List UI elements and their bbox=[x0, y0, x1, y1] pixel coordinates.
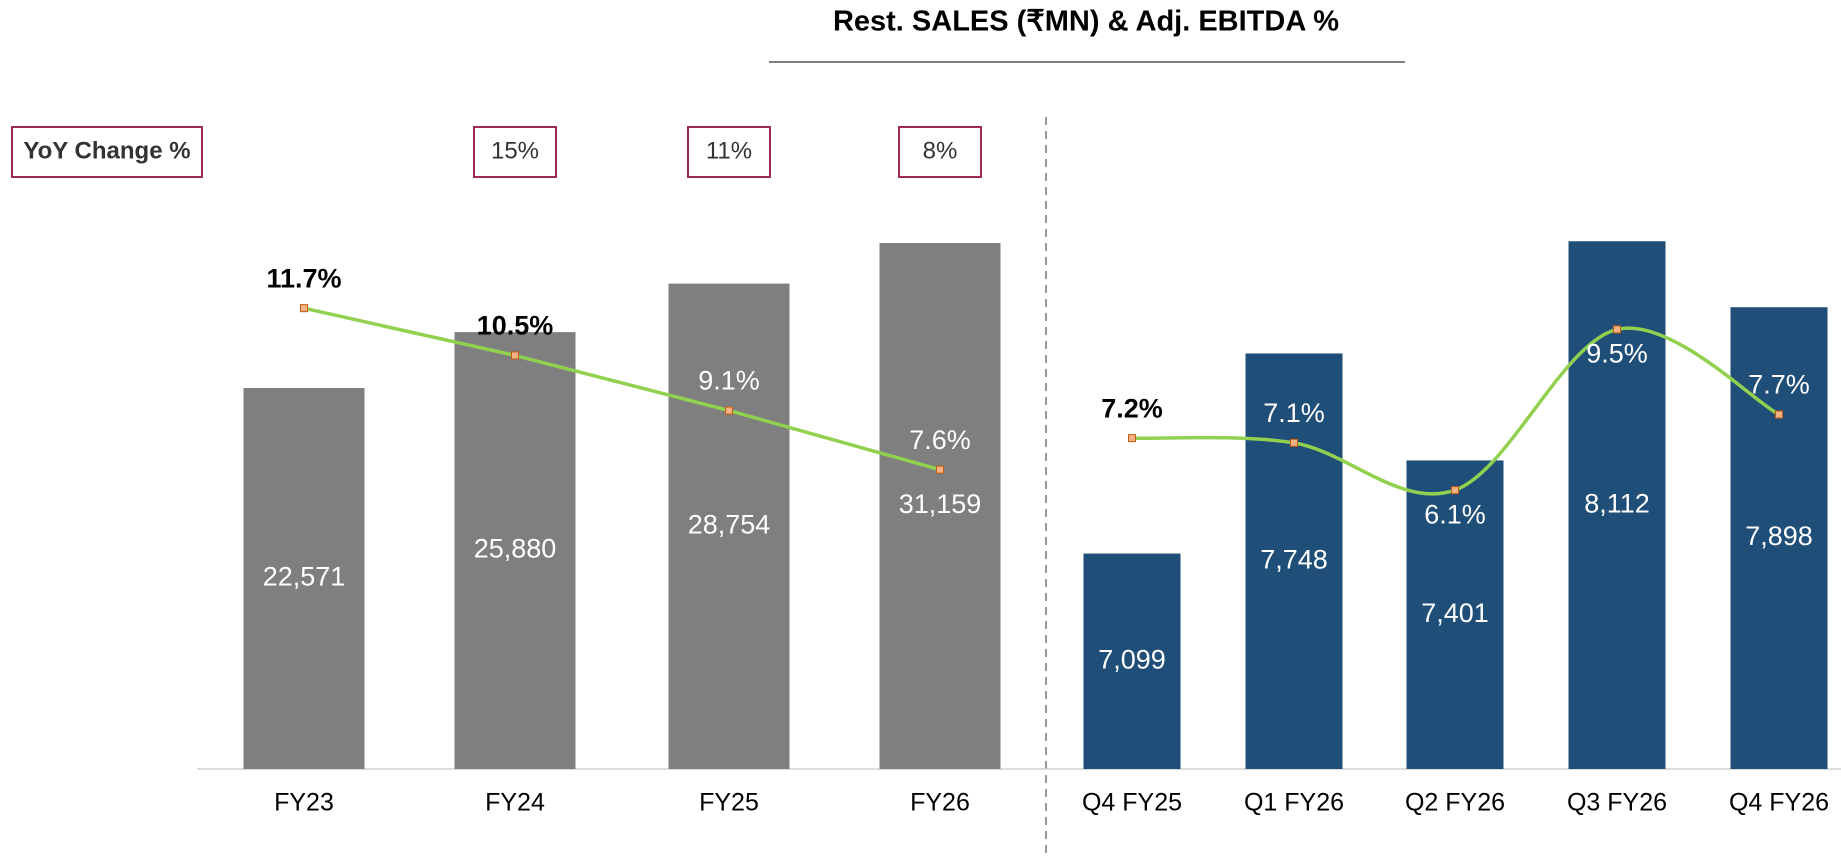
bar-value-label: 25,880 bbox=[474, 534, 557, 564]
yoy-label-box bbox=[11, 126, 203, 178]
bar-value-label: 7,748 bbox=[1260, 544, 1328, 574]
line-value-label: 9.1% bbox=[698, 366, 760, 396]
line-point bbox=[936, 465, 944, 474]
line-point bbox=[1775, 410, 1783, 419]
line-point bbox=[511, 351, 519, 360]
bar bbox=[243, 387, 365, 769]
yoy-box bbox=[687, 126, 771, 178]
line-point bbox=[1290, 438, 1298, 447]
bar bbox=[879, 243, 1001, 769]
yoy-box bbox=[898, 126, 982, 178]
bar-value-label: 7,898 bbox=[1745, 521, 1813, 551]
chart-title: Rest. SALES (₹MN) & Adj. EBITDA % bbox=[833, 6, 1339, 38]
line bbox=[1131, 326, 1780, 496]
yoy-value: 15% bbox=[491, 137, 539, 164]
line-point bbox=[1128, 434, 1136, 443]
line-value-label: 7.2% bbox=[1101, 393, 1163, 423]
line-point bbox=[725, 406, 733, 415]
bar bbox=[1406, 460, 1504, 769]
x-tick-label: FY24 bbox=[485, 789, 545, 817]
x-tick-label: Q4 FY26 bbox=[1729, 789, 1829, 817]
bar-value-label: 28,754 bbox=[688, 509, 771, 539]
bar-value-label: 8,112 bbox=[1584, 488, 1650, 518]
x-tick-label: Q4 FY25 bbox=[1082, 789, 1182, 817]
yoy-value: 11% bbox=[706, 137, 752, 164]
yoy-label: YoY Change % bbox=[23, 137, 190, 164]
line-value-label: 6.1% bbox=[1424, 499, 1486, 529]
x-tick-label: Q3 FY26 bbox=[1567, 789, 1667, 817]
line bbox=[303, 306, 941, 472]
x-tick-label: FY25 bbox=[699, 789, 759, 817]
bar bbox=[1245, 353, 1343, 769]
bar bbox=[454, 332, 576, 769]
line-point bbox=[1613, 325, 1621, 334]
x-tick-label: Q1 FY26 bbox=[1244, 789, 1344, 817]
yoy-box bbox=[473, 126, 557, 178]
bar-value-label: 31,159 bbox=[899, 489, 982, 519]
bar bbox=[1730, 307, 1828, 769]
line-point bbox=[300, 304, 308, 313]
line-value-label: 11.7% bbox=[266, 263, 341, 293]
bar-value-label: 7,401 bbox=[1421, 598, 1489, 628]
line-value-label: 9.5% bbox=[1586, 339, 1648, 369]
line-point bbox=[1451, 486, 1459, 495]
yoy-value: 8% bbox=[923, 137, 958, 164]
x-tick-label: FY26 bbox=[910, 789, 970, 817]
line-value-label: 7.6% bbox=[909, 425, 971, 455]
x-tick-label: FY23 bbox=[274, 789, 334, 817]
bar-value-label: 7,099 bbox=[1098, 644, 1166, 674]
bar bbox=[1083, 553, 1181, 769]
x-tick-label: Q2 FY26 bbox=[1405, 789, 1505, 817]
line-value-label: 10.5% bbox=[477, 311, 554, 341]
bar bbox=[668, 283, 790, 769]
line-value-label: 7.1% bbox=[1263, 398, 1325, 428]
line-value-label: 7.7% bbox=[1748, 370, 1810, 400]
bar-value-label: 22,571 bbox=[263, 562, 346, 592]
